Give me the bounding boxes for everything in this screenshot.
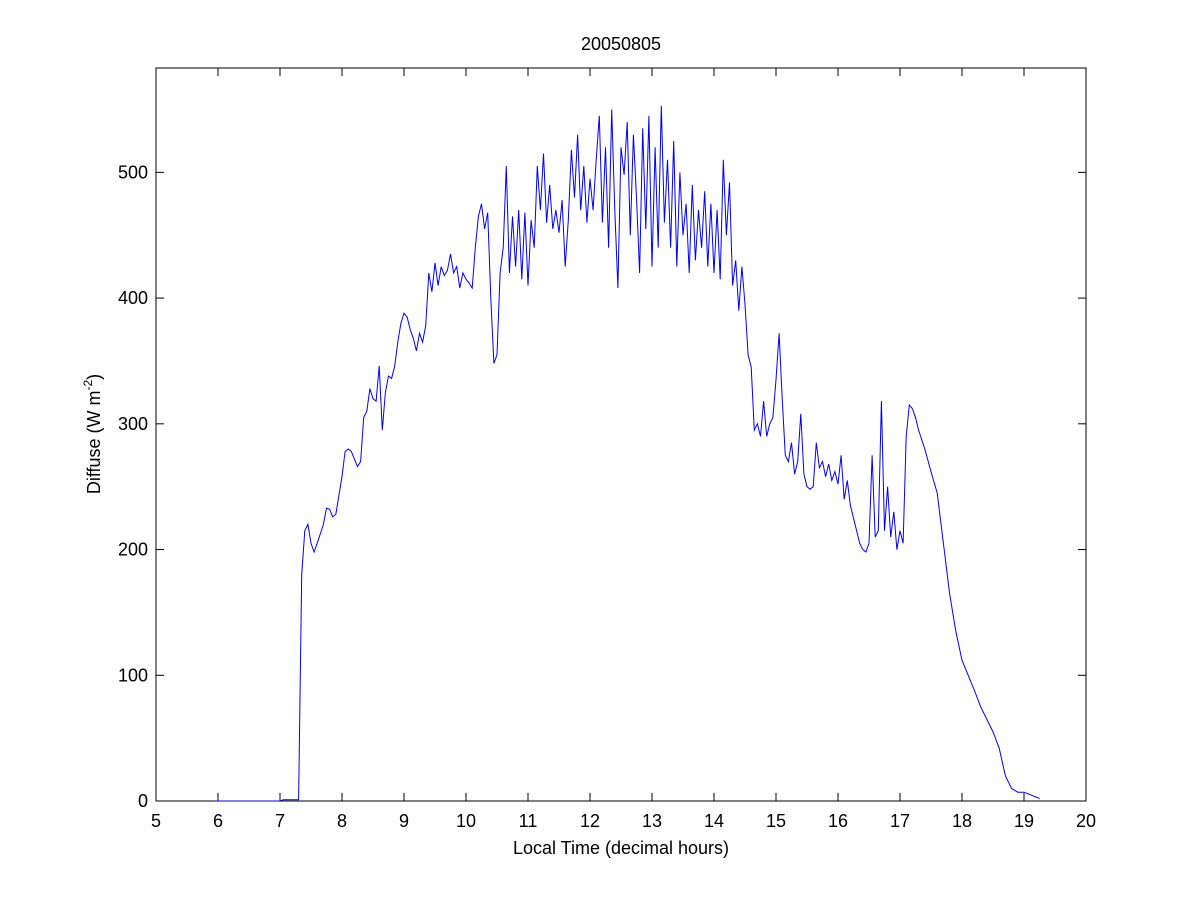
y-axis-label: Diffuse (W m-2)	[81, 374, 104, 494]
x-tick-label: 7	[275, 811, 285, 831]
x-tick-label: 10	[456, 811, 476, 831]
y-tick-label: 100	[118, 665, 148, 685]
x-tick-label: 13	[642, 811, 662, 831]
y-tick-label: 500	[118, 162, 148, 182]
y-axis-label-text: Diffuse (W m	[84, 390, 104, 494]
x-tick-label: 20	[1076, 811, 1096, 831]
x-tick-label: 9	[399, 811, 409, 831]
y-tick-label: 400	[118, 288, 148, 308]
x-tick-label: 15	[766, 811, 786, 831]
y-tick-label: 300	[118, 414, 148, 434]
chart-title: 20050805	[581, 34, 661, 54]
x-tick-label: 17	[890, 811, 910, 831]
x-tick-label: 12	[580, 811, 600, 831]
y-axis-label-superscript: -2	[81, 379, 95, 390]
x-axis-label: Local Time (decimal hours)	[513, 838, 729, 858]
x-tick-label: 19	[1014, 811, 1034, 831]
x-tick-label: 5	[151, 811, 161, 831]
x-tick-label: 18	[952, 811, 972, 831]
y-tick-label: 0	[138, 791, 148, 811]
x-tick-label: 8	[337, 811, 347, 831]
axes-box	[155, 67, 1087, 802]
y-axis-label-suffix: )	[84, 374, 104, 380]
y-tick-label: 200	[118, 540, 148, 560]
x-tick-label: 16	[828, 811, 848, 831]
x-tick-label: 11	[519, 811, 538, 831]
x-tick-label: 6	[213, 811, 223, 831]
data-line	[214, 105, 1040, 802]
x-tick-label: 14	[704, 811, 724, 831]
